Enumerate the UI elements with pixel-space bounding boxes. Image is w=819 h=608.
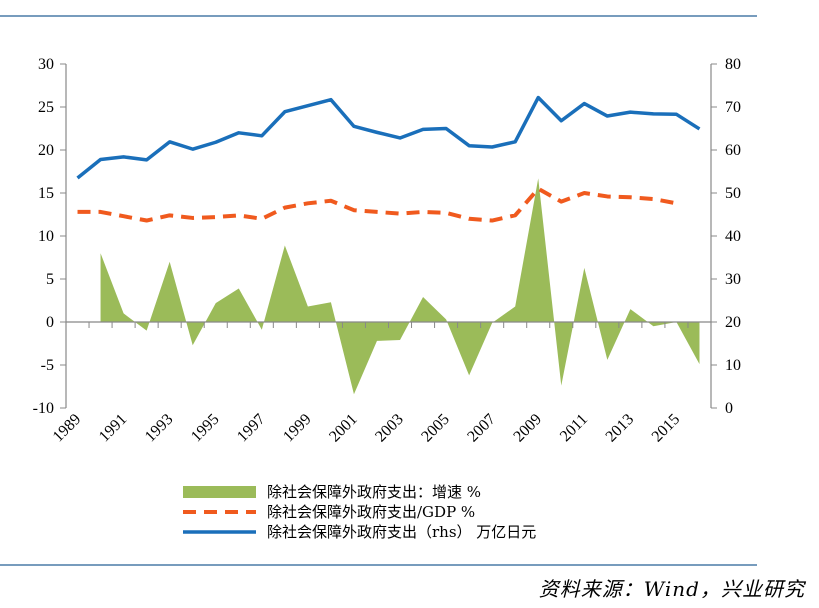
x-tick-label: 1989 xyxy=(50,411,85,446)
x-tick-label: 2009 xyxy=(510,411,545,446)
x-tick-label: 1997 xyxy=(234,411,269,446)
x-tick-label: 2015 xyxy=(649,411,684,446)
y-right-tick-label: 70 xyxy=(725,99,741,116)
y-right-tick-label: 60 xyxy=(725,142,741,159)
legend-label: 除社会保障外政府支出/GDP % xyxy=(267,503,475,521)
y-left-tick-label: -5 xyxy=(41,357,54,374)
y-left-tick-label: -10 xyxy=(33,400,54,417)
y-right-tick-label: 30 xyxy=(725,271,741,288)
y-left-tick-label: 30 xyxy=(38,56,54,73)
y-right-tick-label: 50 xyxy=(725,185,741,202)
legend-label: 除社会保障外政府支出（rhs） 万亿日元 xyxy=(267,523,536,541)
x-tick-label: 2013 xyxy=(603,411,638,446)
x-tick-label: 2003 xyxy=(372,411,407,446)
x-tick-label: 1999 xyxy=(280,411,315,446)
x-tick-label: 1995 xyxy=(188,411,223,446)
series-area-growth xyxy=(100,178,700,395)
x-tick-label: 2011 xyxy=(557,411,591,445)
y-right-tick-label: 20 xyxy=(725,314,741,331)
x-tick-label: 1993 xyxy=(142,411,177,446)
x-tick-label: 1991 xyxy=(96,411,131,446)
y-right-tick-label: 0 xyxy=(725,400,733,417)
y-right-tick-label: 10 xyxy=(725,357,741,374)
y-right-tick-label: 80 xyxy=(725,56,741,73)
axes: -10 -5 0 5 10 15 20 25 30 0 10 20 30 40 50 60 70 80 1989 19… xyxy=(33,56,741,445)
plot-area xyxy=(76,95,701,395)
y-left-tick-label: 25 xyxy=(38,99,54,116)
y-left-tick-label: 0 xyxy=(46,314,54,331)
y-right-tick-label: 40 xyxy=(725,228,741,245)
series-line-level xyxy=(76,95,701,180)
legend: 除社会保障外政府支出：增速 % 除社会保障外政府支出/GDP % 除社会保障外政府支… xyxy=(183,483,536,541)
x-tick-label: 2007 xyxy=(464,411,499,446)
y-left-tick-label: 10 xyxy=(38,228,54,245)
legend-swatch-area xyxy=(183,486,256,498)
x-tick-label: 2005 xyxy=(418,411,453,446)
y-left-tick-label: 15 xyxy=(38,185,54,202)
x-tick-label: 2001 xyxy=(326,411,361,446)
series-line-ratio xyxy=(77,186,677,223)
y-left-tick-label: 5 xyxy=(46,271,54,288)
y-left-tick-label: 20 xyxy=(38,142,54,159)
legend-label: 除社会保障外政府支出：增速 % xyxy=(267,483,481,501)
source-note: 资料来源：Wind，兴业研究 xyxy=(538,577,805,601)
